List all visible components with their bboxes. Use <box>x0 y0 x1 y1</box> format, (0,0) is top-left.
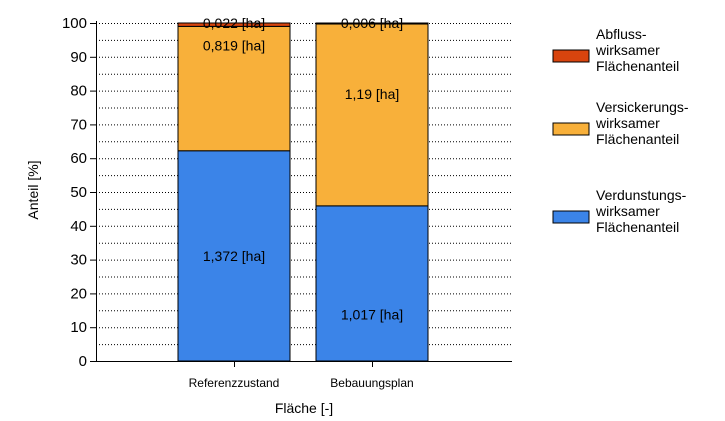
bar-value-labels: 1,372 [ha] 0,819 [ha] 0,022 [ha] 1,017 [ha]… <box>203 15 403 322</box>
legend-label: Versickerungs-wirksamer Flächenanteil <box>595 99 689 147</box>
axes <box>96 21 512 362</box>
legend-swatch <box>552 49 590 63</box>
legend-swatch <box>552 122 590 136</box>
legend-label: Abfluss-wirksamer Flächenanteil <box>595 26 679 74</box>
legend: Abfluss-wirksamer Flächenanteil Versickeru… <box>552 26 689 235</box>
y-ticks: 0 10 20 30 40 50 60 70 80 90 100 <box>62 15 373 370</box>
y-tick-label: 50 <box>70 184 87 201</box>
bar-value-label: 0,022 [ha] <box>203 15 265 31</box>
legend-label: Verdunstungs-wirksamer Flächenanteil <box>595 187 687 235</box>
bar-segment <box>315 205 429 362</box>
y-tick-label: 100 <box>62 15 87 32</box>
bars <box>177 22 429 362</box>
bar-value-label: 0,006 [ha] <box>341 15 403 31</box>
y-tick-label: 80 <box>70 83 87 100</box>
y-axis-title: Anteil [%] <box>25 160 41 219</box>
bar-segment <box>315 22 429 25</box>
y-tick-label: 60 <box>70 150 87 167</box>
x-categories: Referenzzustand Bebauungsplan <box>189 376 414 390</box>
bar-value-label: 1,19 [ha] <box>345 86 400 102</box>
category-label: Bebauungsplan <box>330 376 413 390</box>
y-tick-label: 20 <box>70 285 87 302</box>
bar-value-label: 0,819 [ha] <box>203 38 265 54</box>
bar-value-label: 1,372 [ha] <box>203 248 265 264</box>
grid-lines <box>96 23 512 346</box>
y-tick-label: 90 <box>70 49 87 66</box>
bar-value-label: 1,017 [ha] <box>341 306 403 322</box>
legend-swatch <box>552 210 590 224</box>
y-tick-label: 40 <box>70 218 87 235</box>
category-label: Referenzzustand <box>189 376 280 390</box>
y-tick-label: 30 <box>70 252 87 269</box>
y-tick-label: 10 <box>70 319 87 336</box>
y-tick-label: 70 <box>70 116 87 133</box>
bar-segment <box>315 23 429 207</box>
x-axis-title: Fläche [-] <box>275 400 333 416</box>
bar-segment <box>177 25 291 152</box>
y-tick-label: 0 <box>79 353 87 370</box>
bar-segment <box>177 22 291 27</box>
